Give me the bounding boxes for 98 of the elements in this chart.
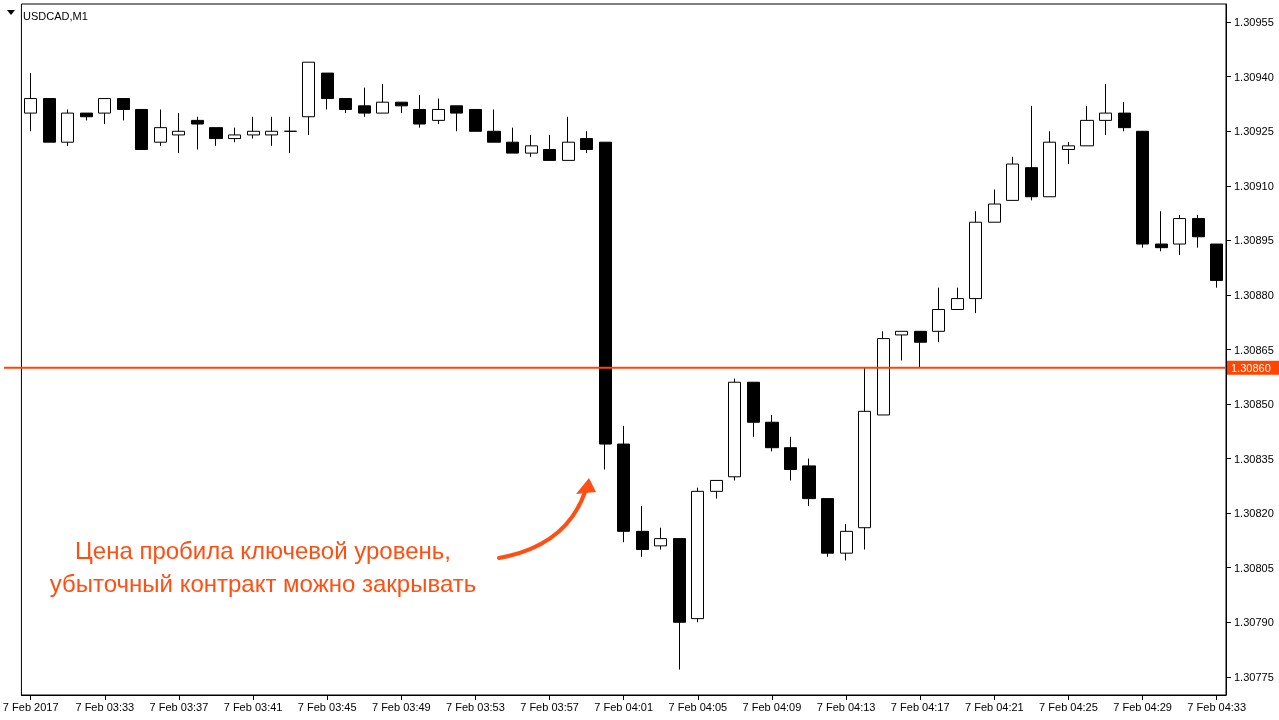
candlestick <box>636 505 649 558</box>
y-tick-label: 1.30910 <box>1234 179 1274 192</box>
candlestick <box>413 94 426 129</box>
y-tick-label: 1.30895 <box>1234 234 1274 247</box>
x-tick-label: 7 Feb 04:09 <box>742 700 802 713</box>
x-tick-label: 7 Feb 03:57 <box>520 700 579 713</box>
y-tick-label: 1.30925 <box>1234 125 1274 138</box>
ref-line-label: 1.30860 <box>1231 361 1271 374</box>
x-tick-label: 7 Feb 04:05 <box>668 700 728 713</box>
x-tick-label: 7 Feb 03:33 <box>75 700 135 713</box>
candlestick <box>1192 214 1205 249</box>
candlestick <box>395 101 408 114</box>
candlestick <box>858 367 871 551</box>
candlestick <box>80 112 93 121</box>
candlestick <box>654 527 667 551</box>
candlestick <box>358 87 371 118</box>
candlestick <box>821 498 834 558</box>
candlestick <box>469 108 482 132</box>
candlestick <box>1006 156 1019 201</box>
x-tick-label: 7 Feb 03:37 <box>149 700 209 713</box>
candlestick <box>914 330 927 369</box>
candlestick <box>247 116 260 140</box>
candlestick <box>728 378 741 481</box>
y-tick-label: 1.30940 <box>1234 70 1274 83</box>
candlestick <box>98 98 111 125</box>
x-tick-label: 7 Feb 2017 <box>2 700 59 713</box>
candlestick <box>1118 101 1131 132</box>
x-tick-label: 7 Feb 04:21 <box>964 700 1024 713</box>
x-tick-label: 7 Feb 04:13 <box>816 700 876 713</box>
candlestick <box>747 381 760 438</box>
candlestick <box>61 108 74 147</box>
candlestick <box>765 414 779 452</box>
candlestick <box>24 72 37 132</box>
x-tick-label: 7 Feb 04:01 <box>594 700 654 713</box>
x-tick-label: 7 Feb 03:49 <box>371 700 431 713</box>
candlestick <box>487 108 501 143</box>
candlestick <box>321 72 334 110</box>
candlestick <box>580 130 593 154</box>
x-tick-label: 7 Feb 03:53 <box>446 700 505 713</box>
x-tick-label: 7 Feb 04:17 <box>890 700 950 713</box>
candlestick <box>117 98 130 121</box>
candlestick <box>1136 130 1149 249</box>
candlestick <box>1043 130 1056 198</box>
candlestick <box>525 134 538 158</box>
candlestick <box>1099 83 1112 136</box>
candlestick <box>284 116 297 154</box>
candlestick <box>784 436 797 481</box>
y-tick-label: 1.30865 <box>1234 343 1274 356</box>
x-tick-label: 7 Feb 04:25 <box>1039 700 1098 713</box>
candlestick <box>1062 141 1075 165</box>
y-tick-label: 1.30790 <box>1234 616 1274 629</box>
candlestick <box>951 287 964 310</box>
annotation: Цена пробила ключевой уровень, убыточный контракт можно закрывать <box>48 536 478 599</box>
candlestick <box>43 98 56 143</box>
candlestick <box>1210 243 1223 289</box>
candlestick <box>265 116 278 147</box>
candlestick <box>135 108 148 150</box>
candlestick <box>506 127 519 154</box>
y-tick-label: 1.30955 <box>1234 16 1274 29</box>
candlestick <box>617 425 630 543</box>
candlestick <box>988 188 1001 223</box>
candlestick <box>691 487 704 623</box>
candlestick <box>172 112 185 154</box>
candlestick <box>191 116 204 150</box>
candlestick <box>228 127 241 143</box>
candlestick <box>1155 210 1168 252</box>
candlestick <box>932 287 945 343</box>
candlestick <box>376 83 389 114</box>
x-tick-label: 7 Feb 04:33 <box>1187 700 1247 713</box>
candlestick <box>450 105 463 132</box>
y-tick-label: 1.30880 <box>1234 288 1274 301</box>
x-tick-label: 7 Feb 04:29 <box>1113 700 1172 713</box>
candlestick <box>599 141 612 471</box>
candlestick <box>710 479 723 500</box>
candlestick <box>895 330 908 361</box>
y-tick-label: 1.30805 <box>1234 561 1274 574</box>
candlestick <box>543 134 556 161</box>
y-tick-label: 1.30850 <box>1234 398 1274 411</box>
y-tick-label: 1.30775 <box>1234 670 1274 683</box>
candlestick <box>673 538 686 671</box>
x-tick-label: 7 Feb 03:41 <box>223 700 283 713</box>
candlestick <box>302 61 315 136</box>
candlestick <box>1080 105 1094 147</box>
candlestick <box>1025 105 1038 201</box>
candlestick <box>339 98 352 114</box>
candlestick <box>562 116 575 161</box>
candlestick <box>877 330 890 416</box>
y-tick-label: 1.30835 <box>1234 452 1274 465</box>
candlestick <box>969 210 982 314</box>
candlestick <box>1173 214 1186 256</box>
candlestick <box>209 127 223 147</box>
candlestick <box>154 108 167 147</box>
candlestick <box>840 523 853 561</box>
y-tick-label: 1.30820 <box>1234 507 1274 520</box>
candlestick <box>432 98 445 125</box>
x-tick-label: 7 Feb 03:45 <box>297 700 357 713</box>
text: USDCAD,M1 <box>23 9 88 22</box>
candlestick <box>802 458 816 507</box>
